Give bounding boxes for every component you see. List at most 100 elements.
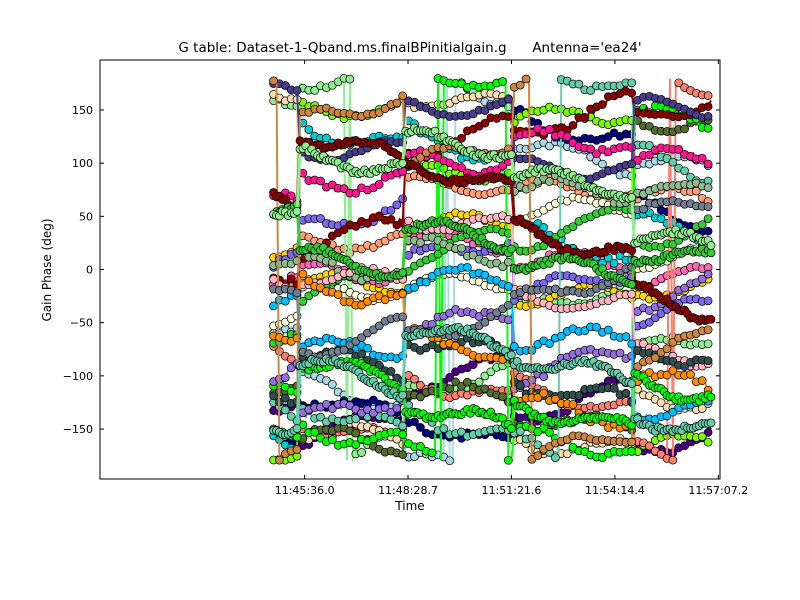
data-point xyxy=(292,86,302,95)
data-point xyxy=(697,274,707,284)
data-point xyxy=(703,183,713,192)
data-point xyxy=(621,332,631,341)
data-point xyxy=(416,238,425,247)
data-point xyxy=(275,455,284,465)
data-point xyxy=(410,417,419,427)
data-point xyxy=(592,149,601,159)
x-tick-label: 11:51:21.6 xyxy=(482,484,542,497)
data-point xyxy=(703,339,713,349)
data-point xyxy=(568,120,578,130)
data-point xyxy=(310,427,320,437)
data-point xyxy=(680,124,689,134)
data-point xyxy=(351,428,361,438)
data-point xyxy=(316,214,325,223)
data-point xyxy=(492,275,502,285)
y-tick-label: 0 xyxy=(86,264,93,277)
data-point xyxy=(363,218,372,228)
data-point xyxy=(351,188,361,198)
data-point xyxy=(706,241,716,250)
plot-area xyxy=(269,73,716,466)
data-point xyxy=(351,221,361,231)
y-axis-label: Gain Phase (deg) xyxy=(40,218,54,321)
data-point xyxy=(609,384,619,393)
y-tick-label: 150 xyxy=(72,104,93,117)
data-point xyxy=(504,300,513,310)
data-point xyxy=(598,100,607,109)
data-point xyxy=(697,153,707,163)
data-point xyxy=(468,360,478,370)
data-point xyxy=(486,312,496,322)
data-point xyxy=(656,309,666,318)
data-point xyxy=(280,382,290,392)
x-tick-label: 11:48:28.7 xyxy=(378,484,438,497)
data-point xyxy=(615,348,625,358)
data-point xyxy=(398,390,408,400)
data-point xyxy=(598,159,607,169)
data-point xyxy=(327,380,337,389)
data-point xyxy=(280,405,290,415)
data-point xyxy=(645,441,654,451)
data-point xyxy=(374,180,384,189)
series-21 xyxy=(269,79,713,184)
data-point xyxy=(592,322,601,332)
data-point xyxy=(292,424,302,433)
data-point xyxy=(703,356,713,366)
data-point xyxy=(386,367,396,376)
data-point xyxy=(515,381,525,390)
data-point xyxy=(645,141,654,150)
data-point xyxy=(556,331,566,341)
data-point xyxy=(533,451,543,461)
data-point xyxy=(674,145,684,154)
data-point xyxy=(551,394,560,404)
data-point xyxy=(645,368,654,377)
data-point xyxy=(480,371,490,381)
y-tick-label: 50 xyxy=(79,210,93,223)
data-point xyxy=(322,133,331,143)
data-point xyxy=(398,421,408,431)
data-point xyxy=(345,74,355,84)
data-point xyxy=(410,283,419,292)
data-point xyxy=(703,159,713,169)
data-point xyxy=(639,339,648,349)
data-point xyxy=(380,104,390,113)
data-point xyxy=(551,453,560,463)
data-point xyxy=(706,418,716,428)
data-point xyxy=(462,262,472,272)
data-point xyxy=(386,205,396,215)
data-point xyxy=(445,373,455,382)
data-point xyxy=(357,333,366,342)
data-point xyxy=(392,98,402,108)
data-point xyxy=(498,392,507,402)
data-point xyxy=(627,88,637,98)
data-point xyxy=(421,277,431,287)
data-point xyxy=(310,86,320,95)
data-point xyxy=(627,78,637,88)
data-point xyxy=(621,388,631,398)
data-point xyxy=(374,211,384,221)
data-point xyxy=(410,374,419,384)
data-point xyxy=(504,315,513,325)
data-point xyxy=(662,370,672,380)
data-point xyxy=(398,268,408,277)
data-point xyxy=(545,428,554,437)
data-point xyxy=(504,282,513,291)
data-point xyxy=(292,256,302,266)
data-point xyxy=(545,177,554,186)
data-point xyxy=(286,411,296,421)
data-point xyxy=(333,290,343,299)
data-point xyxy=(504,257,513,267)
data-point xyxy=(656,398,666,408)
data-point xyxy=(416,442,425,451)
data-point xyxy=(398,158,408,168)
data-point xyxy=(703,296,713,306)
data-point xyxy=(280,373,290,383)
data-point xyxy=(316,412,325,422)
data-point xyxy=(327,435,337,445)
data-point xyxy=(380,236,390,246)
data-point xyxy=(427,271,437,281)
data-point xyxy=(650,313,660,323)
data-point xyxy=(369,243,378,252)
data-point xyxy=(545,141,554,151)
data-point xyxy=(703,269,713,279)
